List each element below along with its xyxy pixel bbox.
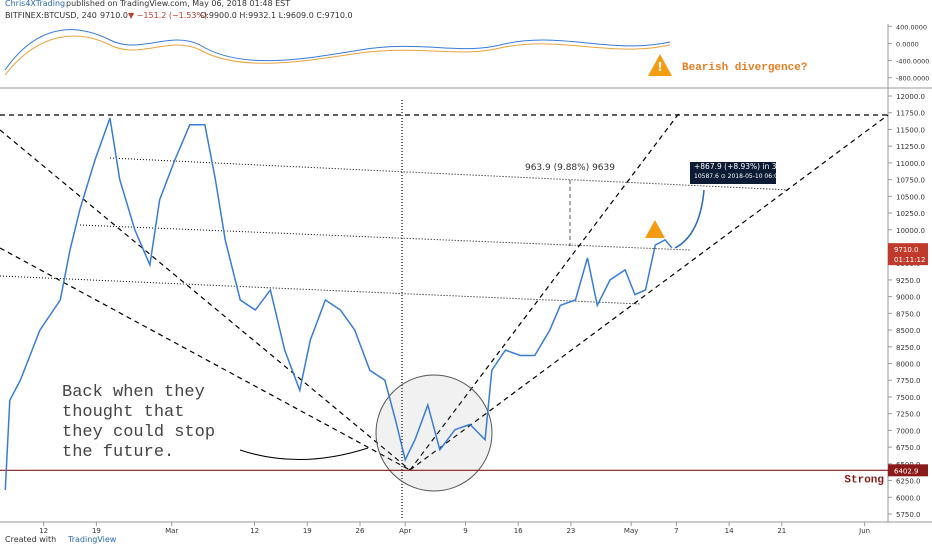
y-tick-label: 12000.0 [896,93,925,101]
y-tick-label: 9250.0 [896,277,921,285]
y-tick-label: 8250.0 [896,344,921,352]
last-price-label: 9710.0 [894,246,919,254]
osc-tick-label: -800.0000 [896,75,929,83]
y-tick-label: 6000.0 [896,494,921,502]
osc-tick-label: -400.0000 [896,58,929,66]
x-tick-label: 21 [777,527,786,535]
x-tick-label: 19 [92,527,101,535]
y-tick-label: 6750.0 [896,444,921,452]
y-tick-label: 10250.0 [896,210,925,218]
support-tag [888,464,928,477]
svg-text:!: ! [657,60,662,74]
oscillator-signal [4,35,671,76]
y-tick-label: 7500.0 [896,394,921,402]
measure-label: 963.9 (9.88%) 9639 [525,163,615,173]
y-tick-label: 11250.0 [896,143,925,151]
channel-lines [0,157,791,305]
y-tick-label: 10000.0 [896,227,925,235]
footer-brand: TradingView [67,535,117,544]
x-tick-label: 26 [356,527,365,535]
osc-tick-label: 400.0000 [896,23,927,31]
y-tick-label: 7750.0 [896,377,921,385]
y-tick-label: 6250.0 [896,478,921,486]
y-tick-label: 10750.0 [896,177,925,185]
y-tick-label: 11750.0 [896,110,925,118]
x-tick-label: 16 [514,527,523,535]
y-tick-label: 9000.0 [896,294,921,302]
x-tick-label: Jun [858,527,870,535]
y-tick-label: 11500.0 [896,126,925,134]
x-tick-label: Apr [399,527,411,535]
target-detail: 10587.6 ⊙ 2018-05-10 06:00 [694,173,782,180]
support-text: Strong [844,474,884,486]
x-tick-label: 12 [250,527,259,535]
countdown: 01:11:12 [894,256,925,264]
y-tick-label: 5750.0 [896,511,921,519]
y-tick-label: 8000.0 [896,361,921,369]
symbol: BITFINEX:BTCUSD, 240 [5,11,97,20]
projection-arrow [674,189,705,249]
x-tick-label: 7 [674,527,678,535]
comment-line: thought that [62,403,184,422]
y-tick-label: 10500.0 [896,193,925,201]
divergence-warning: ! [648,54,672,76]
x-tick-label: Mar [165,527,178,535]
oscillator-line [4,29,671,71]
target: +867.9 (+8.93%) in 3d 8h [694,162,793,171]
warning-icon [645,220,665,238]
comment-arrow [239,447,369,460]
y-tick-label: 7250.0 [896,411,921,419]
x-tick-label: 23 [566,527,575,535]
divergence-note: Bearish divergence? [682,62,807,74]
last: 9710.0 [100,11,128,20]
support-label: 6402.9 [894,467,919,475]
ohlc: O:9900.0 H:9932.1 L:9609.0 C:9710.0 [200,11,353,20]
y-tick-label: 8750.0 [896,310,921,318]
comment-line: they could stop [62,423,215,442]
osc-tick-label: 0.0000 [896,40,919,48]
published: published on TradingView.com, May 06, 20… [66,0,290,8]
y-tick-label: 11000.0 [896,160,925,168]
target-box [690,162,776,184]
footer-created: Created with [5,535,56,544]
price-line [4,117,673,490]
y-tick-label: 7000.0 [896,427,921,435]
y-tick-label: 8500.0 [896,327,921,335]
highlight-circle [375,374,493,492]
comment-line: Back when they [62,383,205,402]
x-tick-label: 14 [725,527,734,535]
author: Chris4XTrading [5,0,65,8]
x-tick-label: May [624,527,638,535]
x-tick-label: 12 [39,527,48,535]
x-tick-label: 9 [463,527,467,535]
change: ▼ −151.2 (−1.53%) [128,11,207,20]
comment-line: the future. [62,443,174,462]
last-price-tag [888,243,928,266]
x-tick-label: 19 [303,527,312,535]
trendlines [0,100,889,520]
